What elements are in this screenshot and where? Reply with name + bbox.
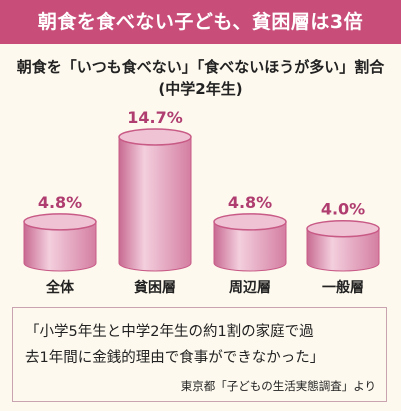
header-banner: 朝食を食べない子ども、貧困層は3倍 [0, 0, 401, 44]
note-quote-line-1: 「小学5年生と中学2年生の約1割の家庭で過 [25, 324, 314, 340]
bar-body [306, 228, 380, 272]
bar-周辺層: 4.8% 周辺層 [213, 193, 287, 296]
bar-top [118, 128, 192, 146]
bar-body [23, 221, 97, 272]
bar-top [23, 213, 97, 231]
category-label: 全体 [45, 279, 75, 296]
chart-subtitle: 朝食を「いつも食べない」「食べないほうが多い」割合 [16, 58, 385, 76]
survey-note-box: 「小学5年生と中学2年生の約1割の家庭で過 去1年間に金銭的理由で食事ができなか… [12, 307, 387, 402]
bar-全体: 4.8% 全体 [23, 193, 97, 296]
category-label: 一般層 [322, 279, 364, 296]
bar-一般層: 4.0% 一般層 [306, 200, 380, 296]
category-label: 周辺層 [229, 279, 271, 296]
category-label: 貧困層 [134, 279, 176, 296]
bar-body [213, 221, 287, 272]
value-label: 14.7% [127, 108, 183, 127]
bar-body [118, 136, 192, 272]
bar-貧困層: 14.7% 貧困層 [118, 108, 192, 296]
value-label: 4.0% [321, 200, 365, 219]
page-title: 朝食を食べない子ども、貧困層は3倍 [37, 11, 364, 33]
bar-top [213, 213, 287, 231]
bar-top [306, 219, 380, 238]
note-source: 東京都「子どもの生活実態調査」より [180, 379, 376, 393]
chart-subtitle-grade: (中学2年生) [158, 80, 243, 98]
cylinder-bar-chart: 4.8% 全体 14.7% 貧困層 4.8% 周辺層 4.0% 一般層 [23, 108, 380, 296]
note-quote-line-2: 去1年間に金銭的理由で食事ができなかった」 [25, 350, 325, 366]
value-label: 4.8% [38, 193, 82, 212]
value-label: 4.8% [228, 193, 272, 212]
